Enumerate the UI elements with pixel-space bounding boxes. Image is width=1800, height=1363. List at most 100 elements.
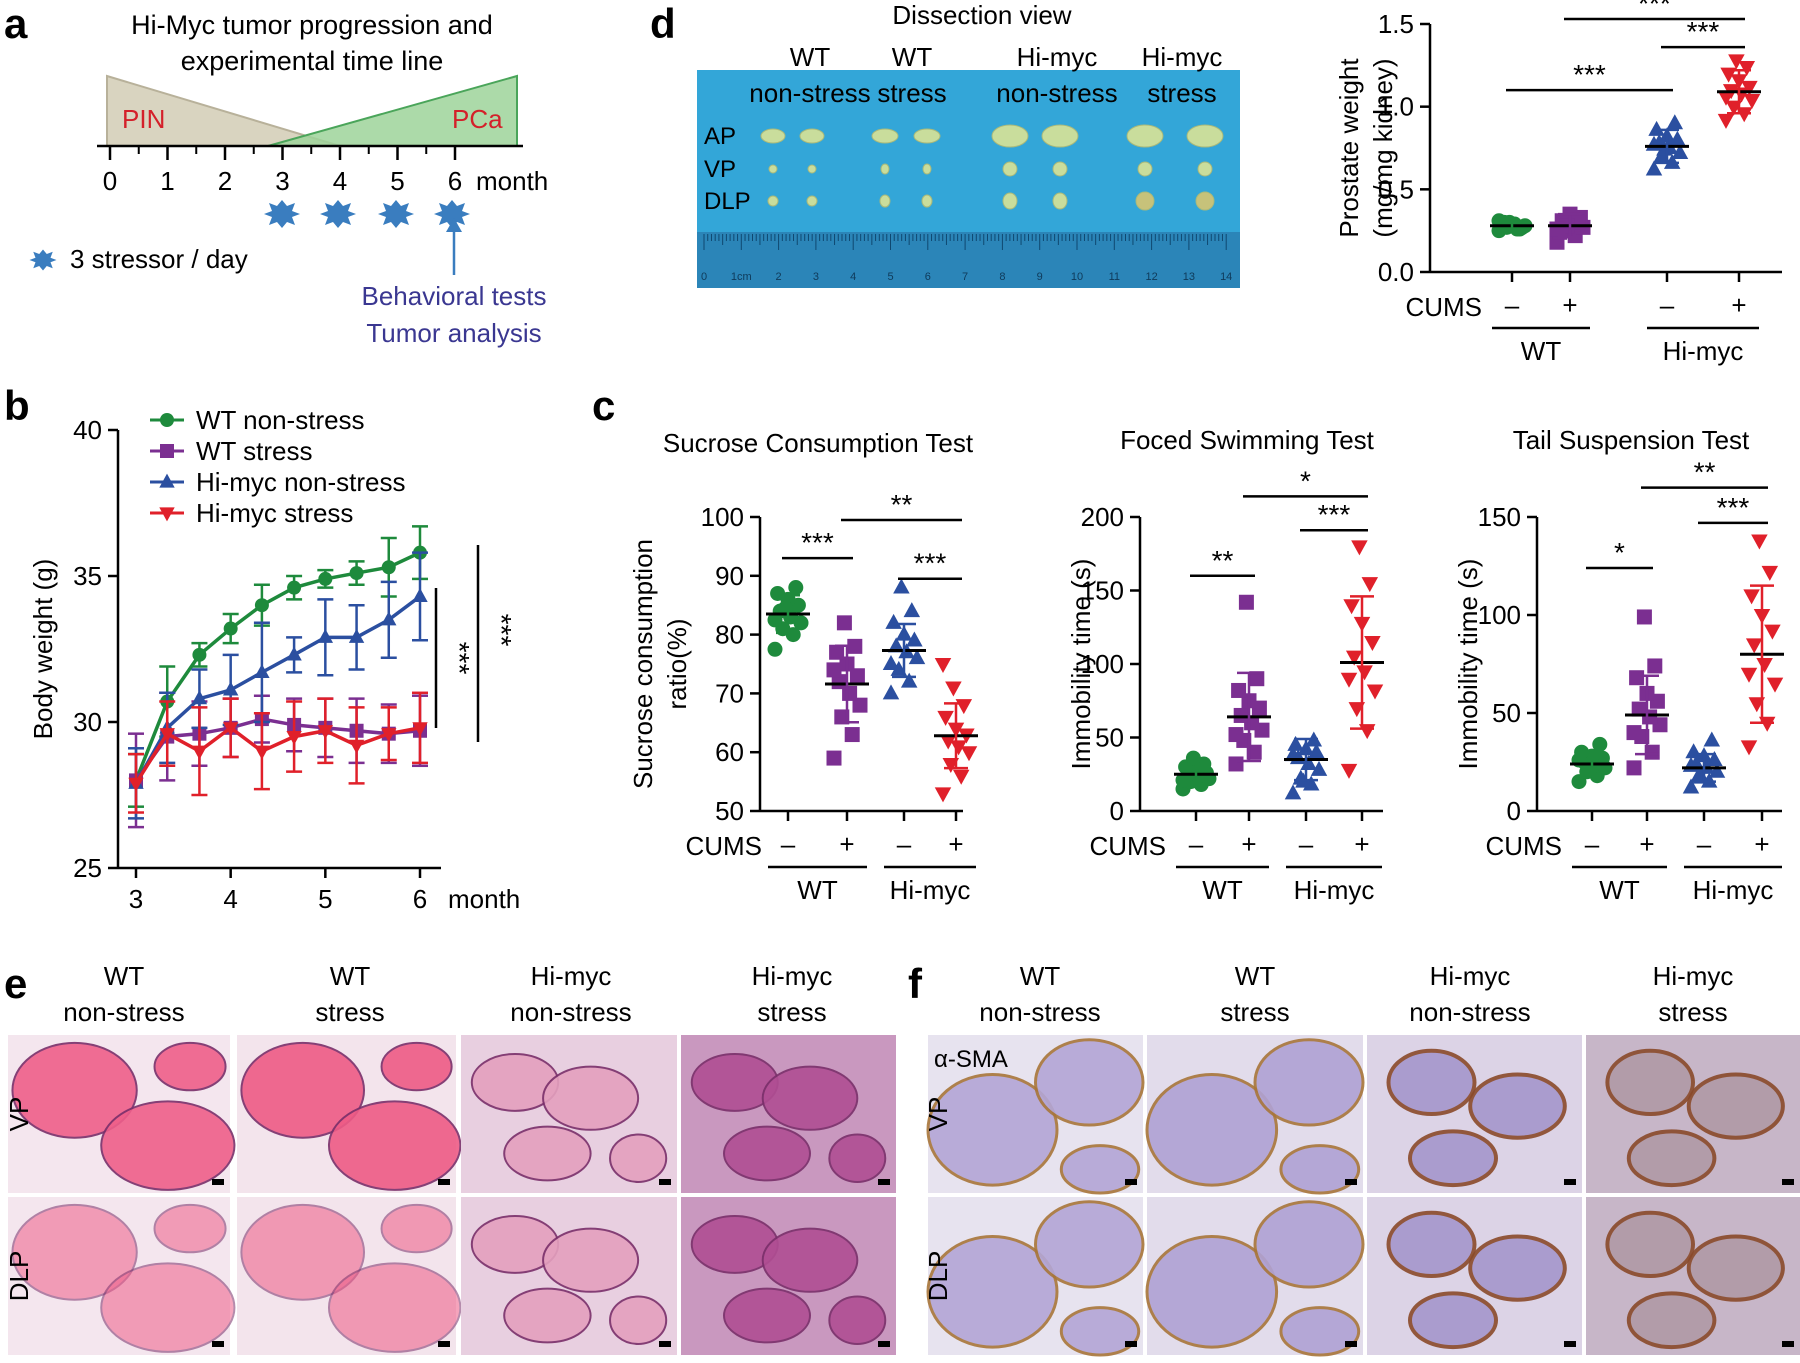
tissue-sample xyxy=(879,194,891,208)
he-gland xyxy=(828,1133,887,1183)
data-point xyxy=(767,612,783,628)
series-line xyxy=(134,551,421,782)
chart-tail-suspension-test: Tail Suspension Test 0 50 100 150 Immobility … xyxy=(1453,425,1784,905)
ruler-label: 14 xyxy=(1220,271,1232,283)
ihc-gland xyxy=(1686,1072,1785,1140)
data-point xyxy=(1703,731,1721,747)
data-point xyxy=(934,787,952,803)
scale-bar xyxy=(212,1179,224,1185)
significance-label: *** xyxy=(1687,16,1720,47)
data-point xyxy=(1663,153,1681,169)
timeline-tick-label: 0 xyxy=(103,166,117,196)
ihc-gland xyxy=(1626,1291,1717,1350)
legend-label: Hi-myc stress xyxy=(196,498,353,528)
histology-e-col-line1: Hi-myc xyxy=(531,961,612,991)
data-point xyxy=(1685,743,1702,759)
tissue-sample xyxy=(799,128,825,144)
significance-label: *** xyxy=(486,614,517,647)
data-point xyxy=(254,663,270,678)
scale-bar xyxy=(1125,1179,1137,1185)
data-point xyxy=(1284,784,1302,800)
ihc-gland xyxy=(1034,1200,1145,1289)
tissue-sample xyxy=(1002,161,1018,177)
scale-bar xyxy=(878,1341,890,1347)
ruler-label: 6 xyxy=(925,271,931,283)
data-point xyxy=(287,580,302,595)
data-point xyxy=(1693,768,1710,784)
data-point xyxy=(1366,684,1384,700)
series-line xyxy=(134,725,421,785)
series-himyc_stress xyxy=(934,658,978,803)
y-tick-label: 150 xyxy=(1478,502,1521,532)
histology-f-col-line1: Hi-myc xyxy=(1430,961,1511,991)
data-point xyxy=(1345,650,1363,666)
cums-value: + xyxy=(1562,290,1577,320)
legend-label: WT stress xyxy=(196,436,313,466)
data-point xyxy=(1671,143,1689,159)
tissue-sample xyxy=(1137,161,1153,177)
ihc-gland xyxy=(1626,1129,1717,1188)
ruler-label: 10 xyxy=(1071,271,1083,283)
data-point xyxy=(1228,756,1244,772)
ihc-gland xyxy=(1468,1234,1567,1302)
data-point xyxy=(1766,677,1784,693)
series-wt_nonstress xyxy=(766,580,810,657)
data-point xyxy=(829,644,845,660)
series-wt_nonstress xyxy=(1570,736,1614,790)
data-point xyxy=(1340,763,1358,779)
cums-value: + xyxy=(1754,829,1769,859)
y-tick-label: 35 xyxy=(73,561,102,591)
significance-label: *** xyxy=(1573,59,1606,90)
data-point xyxy=(1656,140,1673,156)
data-point xyxy=(1756,658,1773,673)
data-point xyxy=(222,681,239,696)
data-point xyxy=(1647,658,1663,674)
he-gland xyxy=(327,1100,462,1191)
ihc-gland xyxy=(1408,1129,1498,1188)
significance-label: *** xyxy=(1717,492,1750,523)
significance-label: *** xyxy=(801,527,834,558)
tissue-sample xyxy=(991,124,1029,148)
significance-label: ** xyxy=(1212,545,1234,576)
pin-label: PIN xyxy=(122,104,165,134)
tissue-sample xyxy=(871,128,899,144)
histology-e-col-line1: WT xyxy=(330,961,371,991)
he-gland xyxy=(11,1203,138,1301)
series-wt_stress xyxy=(1227,594,1271,772)
significance-label: *** xyxy=(1318,499,1351,530)
data-point xyxy=(1645,160,1663,176)
stressor-legend-icon xyxy=(29,249,57,271)
group-label: WT xyxy=(1202,875,1243,905)
y-tick-label: 0.5 xyxy=(1378,174,1414,204)
he-gland xyxy=(240,1203,366,1301)
data-point xyxy=(885,613,902,629)
scale-bar xyxy=(1782,1341,1794,1347)
cums-value: – xyxy=(1660,290,1675,320)
data-point xyxy=(1745,638,1763,654)
data-point xyxy=(1343,599,1360,615)
y-tick-label: 60 xyxy=(715,737,744,767)
y-tick-label: 50 xyxy=(1492,698,1521,728)
series-himyc_stress xyxy=(1740,534,1784,756)
cums-label: CUMS xyxy=(685,831,762,861)
cums-value: + xyxy=(948,829,963,859)
ihc-gland xyxy=(1686,1234,1785,1302)
data-point xyxy=(1185,750,1201,766)
dissection-column-line2: non-stress xyxy=(996,78,1117,108)
data-point xyxy=(381,728,397,743)
scale-bar xyxy=(659,1341,671,1347)
series-wt_stress xyxy=(825,615,869,766)
significance-label: ** xyxy=(891,489,913,520)
series-himyc_nonstress xyxy=(1682,731,1726,794)
data-point xyxy=(1356,665,1373,681)
series-line xyxy=(134,717,421,782)
histology-e-col-line2: non-stress xyxy=(63,997,184,1027)
data-point xyxy=(191,745,208,760)
y-tick-label: 30 xyxy=(73,707,102,737)
data-point xyxy=(1740,667,1758,683)
cums-value: – xyxy=(1697,829,1712,859)
legend-label: Hi-myc non-stress xyxy=(196,467,405,497)
he-gland xyxy=(327,1262,462,1353)
ihc-gland xyxy=(1279,1306,1361,1357)
